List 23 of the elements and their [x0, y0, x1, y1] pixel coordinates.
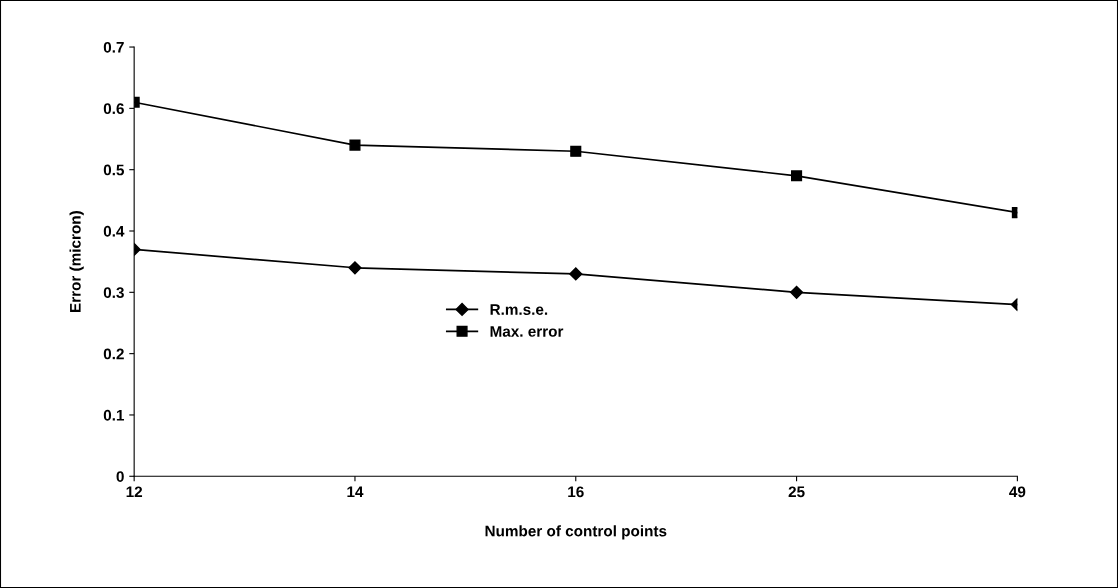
- y-tick-label: 0.1: [103, 409, 125, 421]
- point: [791, 170, 803, 182]
- y-axis-title: Error (micron): [69, 211, 84, 312]
- x-tick-label: 12: [126, 486, 143, 498]
- x-tick-label: 25: [788, 486, 805, 498]
- y-tick-label: 0.6: [103, 103, 124, 115]
- y-tick-label: 0.2: [103, 348, 124, 360]
- y-tick-label: 0.7: [103, 41, 124, 53]
- x-axis-title: Number of control points: [485, 525, 667, 540]
- legend-label: Max. error: [490, 326, 564, 337]
- y-tick-label: 0.5: [103, 164, 125, 176]
- y-tick-label: 0: [116, 471, 124, 482]
- y-tick-label: 0.3: [103, 287, 124, 299]
- y-tick-label: 0.4: [103, 225, 125, 237]
- point: [789, 285, 804, 299]
- x-tick-label: 49: [1009, 486, 1026, 498]
- x-tick-label: 14: [347, 486, 364, 498]
- point: [349, 139, 361, 151]
- legend-label: R.m.s.e.: [490, 304, 548, 315]
- point: [348, 261, 362, 275]
- x-tick-label: 16: [568, 486, 584, 498]
- point: [570, 145, 582, 157]
- point: [569, 267, 583, 281]
